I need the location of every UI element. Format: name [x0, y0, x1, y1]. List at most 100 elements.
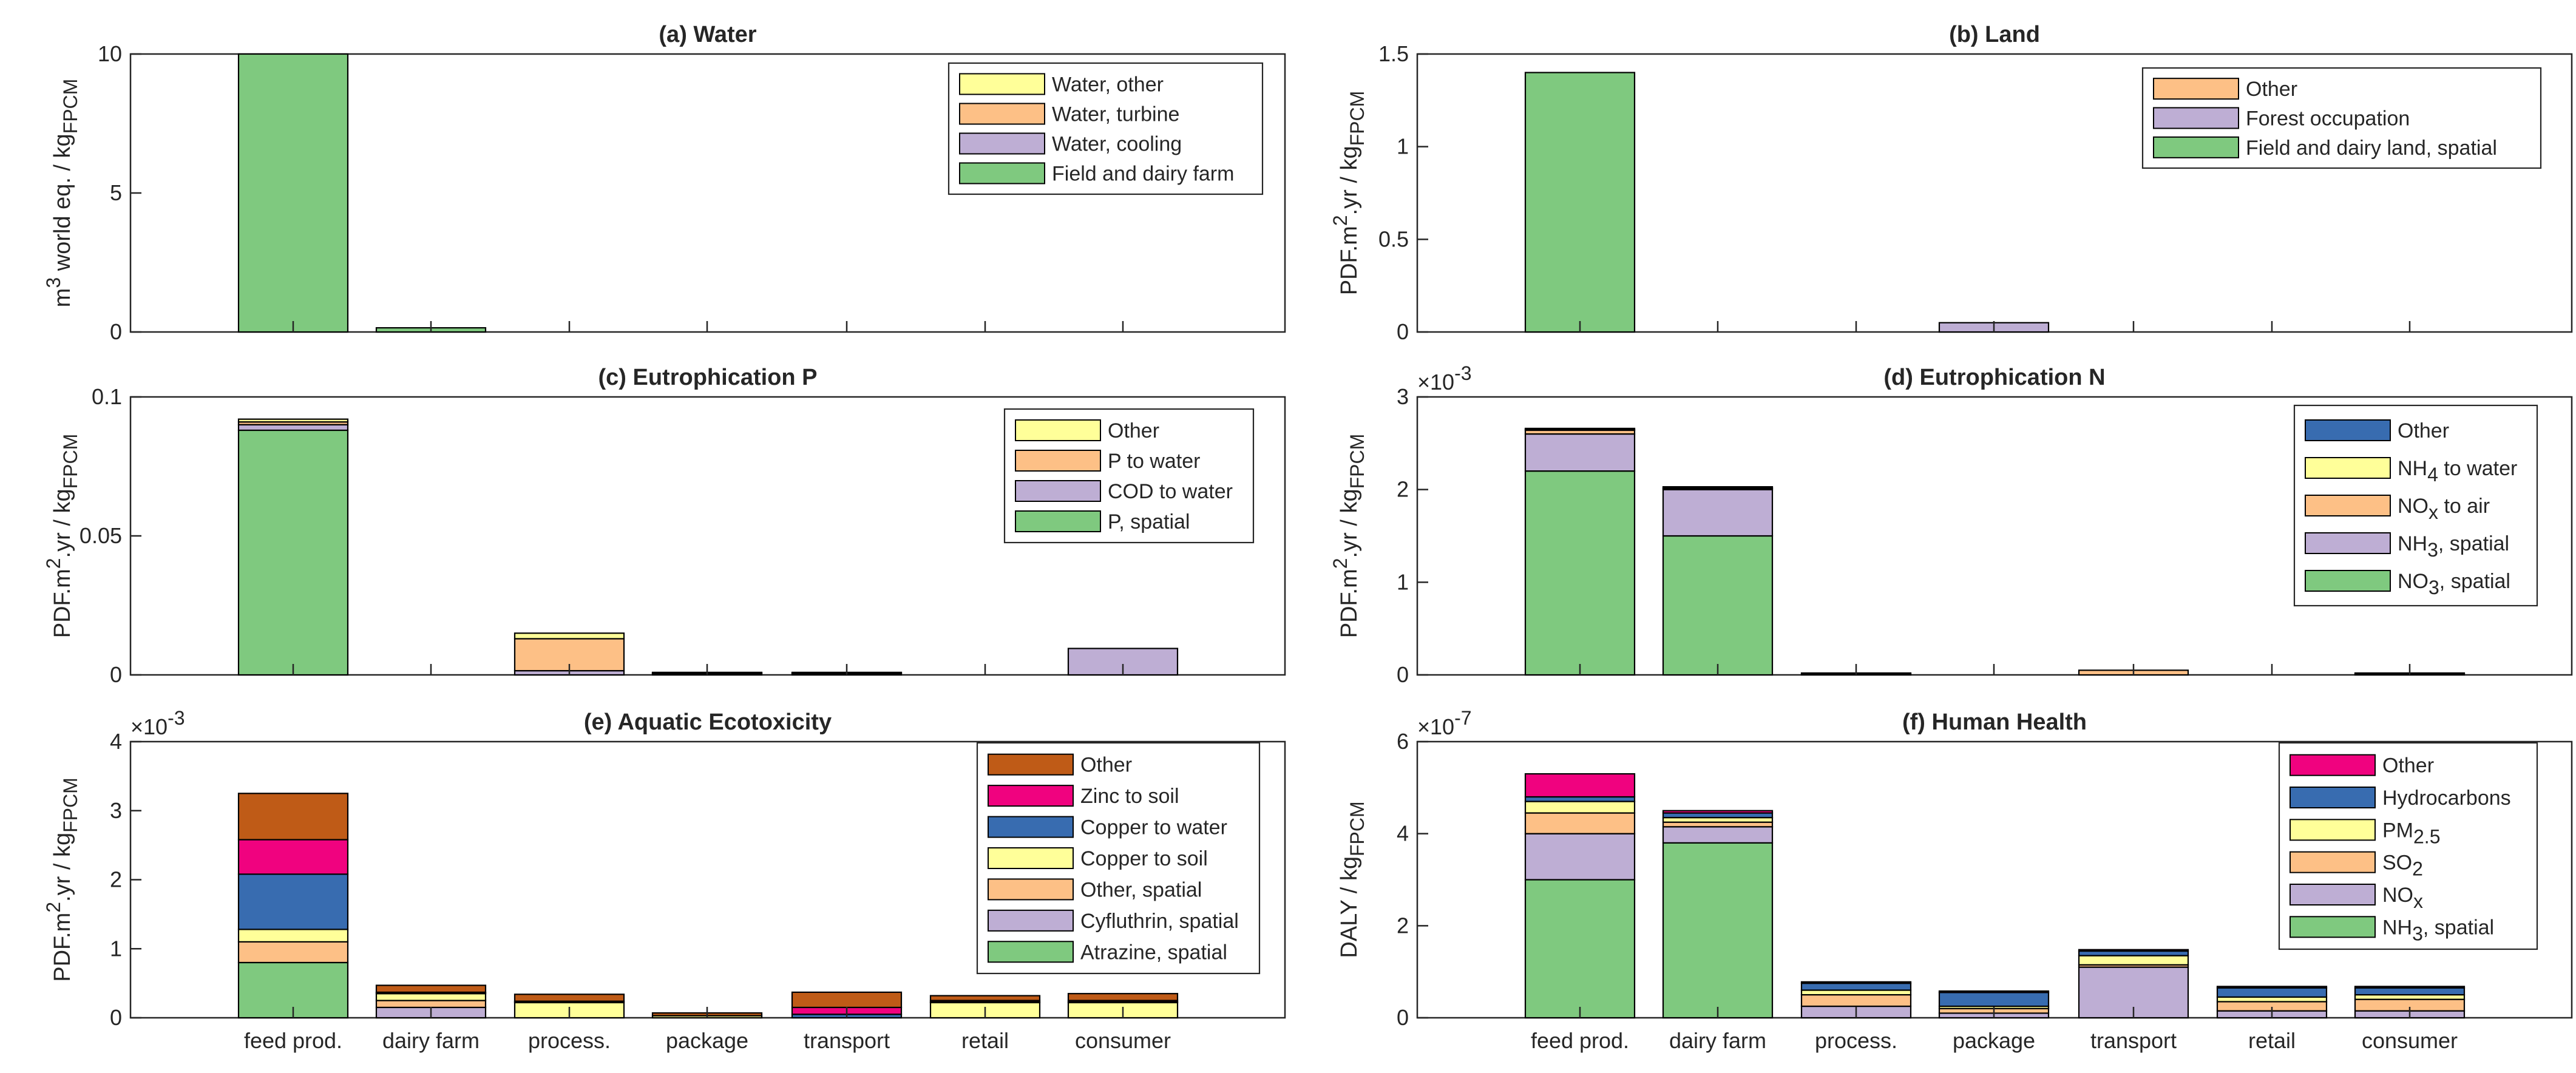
bar-segment	[2078, 949, 2189, 952]
ylabel-sub: FPCM	[1346, 434, 1368, 489]
bar-segment	[1938, 992, 2050, 1007]
x-tick-label: consumer	[2362, 1028, 2458, 1053]
legend-label: Other	[2398, 419, 2449, 442]
legend-text: NO	[2382, 884, 2413, 907]
legend-text: NH	[2398, 457, 2427, 480]
ylabel-sub: FPCM	[59, 777, 81, 833]
bar-segment	[2216, 986, 2328, 989]
legend-swatch	[2305, 419, 2391, 441]
chart-panel-3: 0 0.05 0.1 (c) Eutrophication P PDF.m2.yr / …	[42, 365, 1286, 687]
ylabel-sub: FPCM	[1346, 801, 1368, 856]
legend-text: Other, spatial	[1080, 878, 1202, 901]
y-tick-label: 0	[110, 1005, 122, 1030]
bar-segment	[514, 632, 625, 640]
y-tick-label: 1	[1397, 134, 1409, 159]
y-tick-label: 0	[110, 319, 122, 344]
bar-segment	[237, 429, 349, 676]
chart-title: (f) Human Health	[1902, 709, 2087, 735]
chart-title: (b) Land	[1949, 22, 2040, 47]
bar-segment	[791, 991, 903, 1009]
legend: Other Forest occupation Field and dairy la…	[2141, 67, 2542, 169]
bar-segment	[2354, 993, 2466, 1000]
bar-segment	[514, 993, 625, 1002]
x-tick-label: dairy farm	[1669, 1028, 1766, 1053]
legend-text: SO	[2382, 851, 2412, 875]
legend-sub: 3	[2412, 922, 2423, 944]
x-tick-label: retail	[2248, 1028, 2296, 1053]
bar-segment	[1524, 773, 1636, 798]
x-tick-label: process.	[528, 1028, 611, 1053]
ylabel-sup: 3	[42, 277, 64, 288]
legend-text: PM	[2382, 819, 2413, 842]
bar-segment	[1524, 72, 1636, 333]
bar-segment	[1524, 833, 1636, 881]
bar-segment	[1662, 486, 1774, 489]
legend-label: Atrazine, spatial	[1080, 941, 1227, 964]
chart-title: (a) Water	[659, 22, 756, 47]
legend-text: Other	[1108, 419, 1159, 442]
x-tick-label: dairy farm	[382, 1028, 480, 1053]
legend-label: Zinc to soil	[1080, 785, 1179, 808]
legend-swatch	[959, 103, 1045, 125]
legend-swatch	[2153, 78, 2239, 100]
legend-text: P to water	[1108, 450, 1200, 473]
ylabel-text: .yr / kg	[50, 489, 75, 558]
y-tick-label: 0	[110, 662, 122, 687]
x-tick-label: consumer	[1075, 1028, 1171, 1053]
exponent-power: -3	[168, 707, 185, 729]
bar-segment	[237, 839, 349, 875]
bar-segment	[1524, 470, 1636, 676]
bar-segment	[1662, 821, 1774, 828]
bar-segment	[1662, 535, 1774, 676]
legend-swatch	[2290, 851, 2376, 873]
y-axis-label: PDF.m2.yr / kgFPCM	[42, 434, 81, 638]
bar-segment	[929, 995, 1041, 1001]
bar-segment	[375, 984, 487, 993]
legend-text: P, spatial	[1108, 510, 1190, 533]
y-tick-label: 4	[1397, 821, 1409, 846]
legend-text: NO	[2398, 495, 2429, 518]
y-tick-label: 2	[110, 867, 122, 892]
legend-swatch	[2305, 495, 2391, 516]
chart-title: (c) Eutrophication P	[598, 365, 818, 390]
y-tick-label: 10	[98, 41, 122, 66]
legend-sub: 4	[2427, 464, 2438, 486]
exponent-base: ×10	[1417, 370, 1454, 394]
ylabel-text: .yr / kg	[1337, 489, 1362, 558]
legend-label: NH4 to water	[2398, 457, 2517, 486]
legend-label: NOx to air	[2398, 495, 2490, 523]
bar-segment	[1524, 801, 1636, 814]
legend-label: Other	[1080, 754, 1132, 777]
legend: Other Zinc to soil Copper to water Copper t…	[976, 742, 1261, 975]
legend-text: to air	[2438, 495, 2490, 518]
y-tick-label: 1	[1397, 569, 1409, 594]
legend-text: Field and dairy farm	[1052, 163, 1234, 186]
y-tick-label: 0	[1397, 319, 1409, 344]
legend-swatch	[988, 785, 1074, 807]
bar-segment	[1800, 989, 1912, 996]
bar-segment	[1524, 812, 1636, 834]
bar-segment	[1662, 842, 1774, 1019]
bar-segment	[375, 1000, 487, 1009]
chart-title: (e) Aquatic Ecotoxicity	[584, 709, 832, 735]
y-axis-label: PDF.m2.yr / kgFPCM	[42, 777, 81, 981]
ylabel-text: .yr / kg	[50, 833, 75, 902]
legend-label: Water, other	[1052, 73, 1164, 96]
legend-swatch	[988, 909, 1074, 932]
y-tick-label: 4	[110, 729, 122, 754]
legend-label: P to water	[1108, 450, 1200, 473]
y-axis-label: PDF.m2.yr / kgFPCM	[1329, 434, 1368, 638]
x-tick-label: package	[666, 1028, 748, 1053]
legend-swatch	[959, 132, 1045, 155]
ylabel-text: PDF.m	[1337, 569, 1362, 638]
chart-panel-2: 0 0.5 1 1.5 (b) Land PDF.m2.yr / kgFPCM Other F…	[1329, 22, 2573, 344]
legend-swatch	[988, 941, 1074, 963]
y-tick-label: 0	[1397, 662, 1409, 687]
x-tick-label: retail	[961, 1028, 1009, 1053]
ylabel-sup: 2	[1329, 558, 1351, 569]
y-tick-label: 3	[110, 798, 122, 823]
legend-label: Field and dairy land, spatial	[2246, 137, 2497, 160]
bar-segment	[2354, 987, 2466, 996]
legend-text: Other	[1080, 754, 1132, 777]
legend-label: Cyfluthrin, spatial	[1080, 910, 1239, 933]
